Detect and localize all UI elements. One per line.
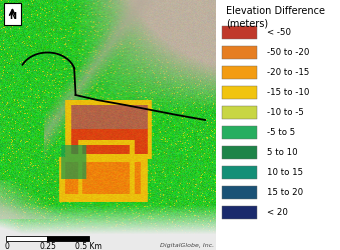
Text: 10 to 15: 10 to 15 — [267, 168, 303, 177]
Text: -10 to -5: -10 to -5 — [267, 108, 304, 117]
Bar — [222, 166, 257, 179]
Bar — [222, 86, 257, 99]
Text: Elevation Difference: Elevation Difference — [226, 6, 325, 16]
Text: < -50: < -50 — [267, 28, 291, 37]
Bar — [222, 146, 257, 160]
Text: N: N — [9, 12, 16, 21]
Bar — [222, 46, 257, 59]
Text: -50 to -20: -50 to -20 — [267, 48, 309, 57]
Text: 0.25: 0.25 — [39, 242, 56, 250]
Bar — [222, 106, 257, 119]
Bar — [4, 2, 20, 25]
Text: 15 to 20: 15 to 20 — [267, 188, 303, 197]
Bar — [6, 236, 48, 240]
Text: < 20: < 20 — [267, 208, 288, 217]
Bar — [222, 186, 257, 200]
Bar — [222, 126, 257, 140]
Bar — [222, 66, 257, 80]
Text: 5 to 10: 5 to 10 — [267, 148, 298, 157]
Text: -15 to -10: -15 to -10 — [267, 88, 309, 97]
Text: 0.5 Km: 0.5 Km — [75, 242, 102, 250]
Text: -5 to 5: -5 to 5 — [267, 128, 295, 137]
Text: -20 to -15: -20 to -15 — [267, 68, 309, 77]
Text: 0: 0 — [4, 242, 9, 250]
Text: (meters): (meters) — [226, 19, 268, 29]
Bar — [48, 236, 88, 240]
Bar — [222, 26, 257, 39]
Bar — [222, 206, 257, 220]
Text: DigitalGlobe, Inc.: DigitalGlobe, Inc. — [159, 242, 214, 248]
